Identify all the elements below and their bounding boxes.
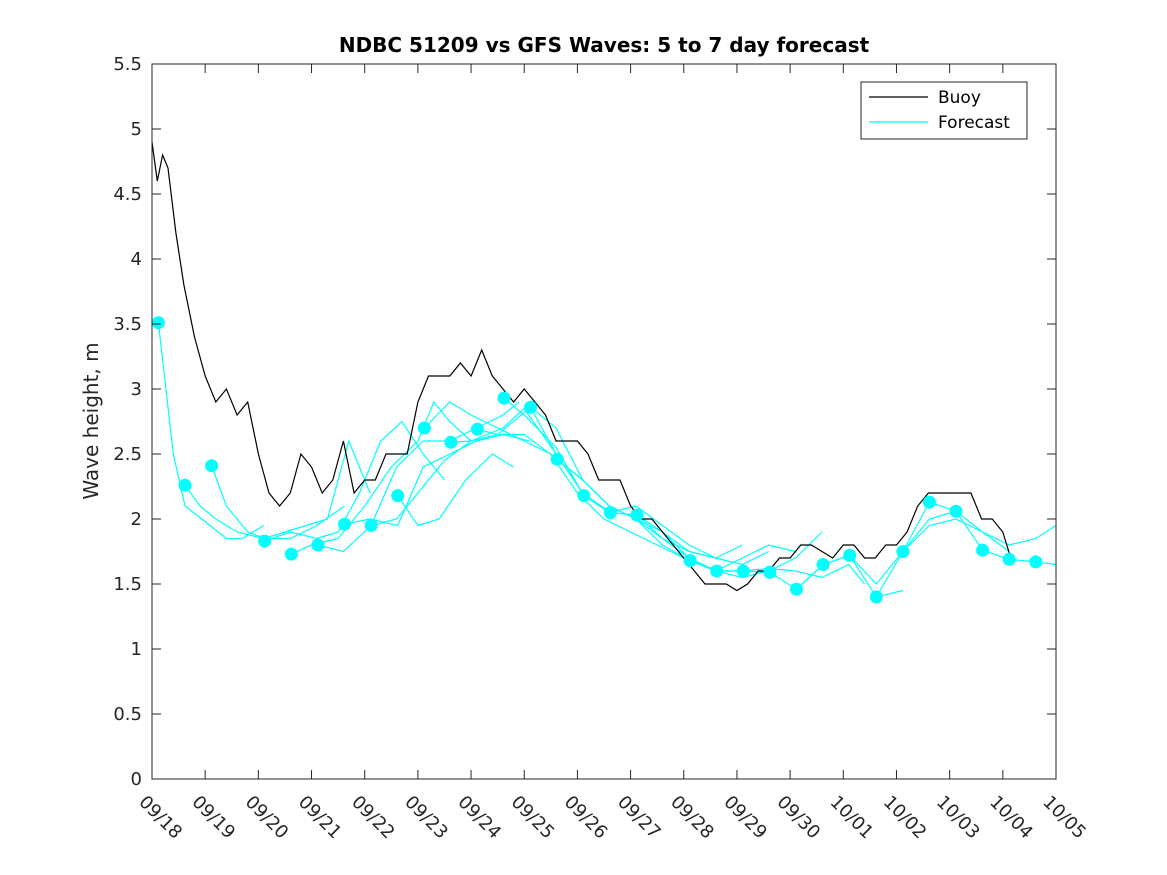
forecast-series-line	[157, 322, 265, 540]
forecast-series-line	[503, 397, 770, 566]
forecast-point	[497, 391, 511, 405]
forecast-point	[391, 489, 405, 503]
chart-title: NDBC 51209 vs GFS Waves: 5 to 7 day fore…	[339, 33, 870, 57]
forecast-point	[736, 564, 750, 578]
forecast-point	[763, 565, 777, 579]
y-tick-label: 0	[131, 769, 142, 790]
forecast-point	[444, 435, 458, 449]
forecast-point	[524, 400, 538, 414]
forecast-series-line	[636, 514, 866, 585]
legend: Buoy Forecast	[860, 81, 1028, 140]
forecast-point	[417, 421, 431, 435]
y-axis: 0 0.5 1 1.5 2 2.5 3 3.5 4 4.5 5 5.5	[113, 54, 1056, 790]
forecast-point	[364, 519, 378, 532]
forecast-series-line	[317, 401, 520, 553]
legend-buoy-label: Buoy	[938, 88, 981, 108]
y-tick-label: 2.5	[113, 444, 142, 465]
forecast-point	[603, 506, 617, 519]
y-tick-label: 1	[131, 639, 142, 660]
y-tick-label: 3.5	[113, 314, 142, 335]
forecast-point	[550, 452, 564, 466]
forecast-series-line	[530, 406, 796, 572]
forecast-point	[976, 543, 990, 557]
forecast-markers	[151, 316, 1043, 604]
forecast-series-line	[211, 439, 371, 540]
forecast-point	[1029, 555, 1043, 569]
y-tick-label: 2	[131, 509, 142, 530]
buoy-series-line	[151, 141, 1012, 592]
forecast-point	[949, 504, 963, 518]
forecast-point	[790, 582, 803, 596]
forecast-point	[816, 558, 830, 571]
y-tick-label: 4	[131, 249, 142, 270]
forecast-point	[311, 538, 325, 552]
forecast-point	[205, 459, 219, 473]
forecast-point	[710, 564, 724, 578]
forecast-point	[284, 547, 298, 561]
forecast-series-line	[184, 484, 345, 540]
y-tick-label: 5.5	[113, 54, 142, 75]
legend-forecast-label: Forecast	[938, 113, 1010, 133]
forecast-point	[178, 478, 192, 492]
y-tick-label: 4.5	[113, 184, 142, 205]
y-tick-label: 3	[131, 379, 142, 400]
forecast-point	[1002, 552, 1016, 566]
forecast-series-line	[902, 518, 1057, 552]
forecast-point	[630, 508, 644, 522]
y-tick-label: 5	[131, 119, 142, 140]
axes-box	[151, 63, 1057, 780]
forecast-point	[869, 590, 883, 604]
legend-box	[860, 81, 1028, 140]
forecast-point	[843, 548, 857, 562]
forecast-point	[683, 554, 697, 568]
forecast-point	[258, 534, 272, 548]
forecast-point	[338, 517, 351, 531]
y-axis-label: Wave height, m	[79, 342, 103, 499]
forecast-point	[470, 422, 484, 436]
forecast-point	[922, 495, 936, 509]
forecast-point	[896, 545, 910, 558]
y-tick-label: 1.5	[113, 574, 142, 595]
y-tick-label: 0.5	[113, 704, 142, 725]
forecast-point	[151, 316, 165, 330]
forecast-point	[577, 489, 591, 503]
plot-area	[151, 63, 1057, 780]
forecast-series-line	[397, 453, 514, 527]
axes-background	[152, 64, 1056, 779]
